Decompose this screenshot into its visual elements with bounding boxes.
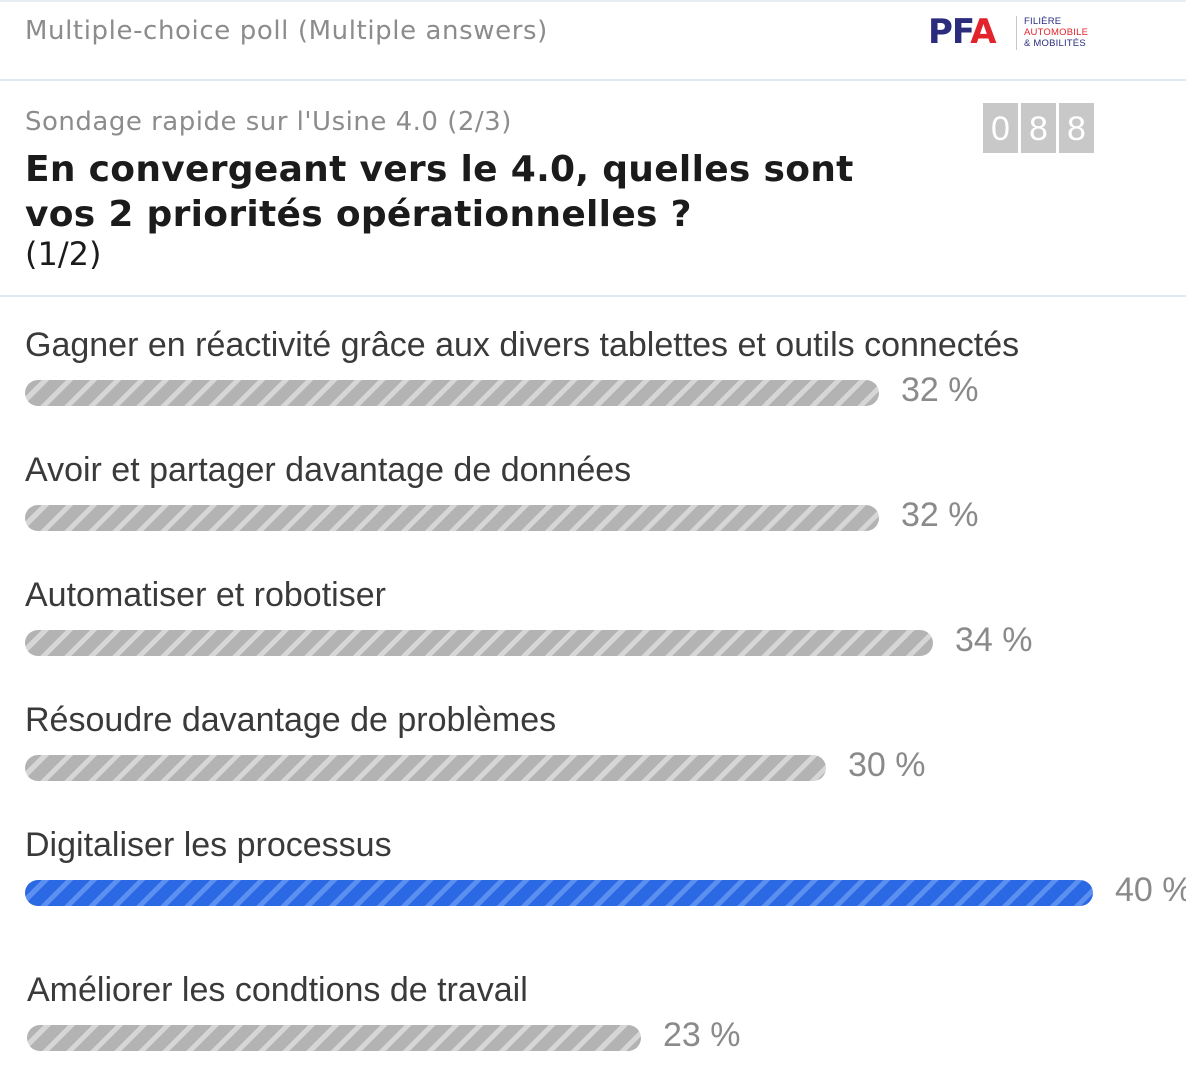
option-percentage: 34 %: [955, 621, 1033, 659]
option-label: Digitaliser les processus: [25, 826, 392, 864]
option-percentage: 40 %: [1115, 871, 1186, 909]
question-part: (1/2): [25, 235, 102, 273]
option-percentage: 32 %: [901, 371, 979, 409]
poll-option: Digitaliser les processus 40 %: [25, 825, 1186, 909]
poll-option: Gagner en réactivité grâce aux divers ta…: [25, 325, 1020, 409]
option-percentage: 23 %: [663, 1016, 741, 1054]
logo-text: FILIÈRE AUTOMOBILE & MOBILITÉS: [1024, 16, 1089, 49]
option-label: Automatiser et robotiser: [25, 576, 386, 614]
poll-question: En convergeant vers le 4.0, quelles sont…: [25, 149, 854, 235]
poll-option: Résoudre davantage de problèmes 30 %: [25, 700, 926, 784]
option-percentage: 30 %: [848, 746, 926, 784]
option-bar: [25, 880, 1093, 906]
counter-digit: 8: [1059, 103, 1094, 153]
poll-header-bar: Multiple-choice poll (Multiple answers) …: [0, 0, 1186, 81]
logo-mark: PFA: [928, 12, 997, 52]
option-label: Résoudre davantage de problèmes: [25, 701, 557, 739]
poll-option: Automatiser et robotiser 34 %: [25, 575, 1033, 659]
option-bar: [25, 380, 879, 406]
question-header: Sondage rapide sur l'Usine 4.0 (2/3) En …: [0, 81, 1186, 297]
poll-type-label: Multiple-choice poll (Multiple answers): [25, 16, 548, 46]
option-percentage: 32 %: [901, 496, 979, 534]
option-bar: [27, 1025, 641, 1051]
option-label: Gagner en réactivité grâce aux divers ta…: [25, 326, 1020, 364]
poll-option: Améliorer les condtions de travail 23 %: [27, 970, 741, 1054]
response-counter: 0 8 8: [983, 103, 1094, 153]
option-label: Avoir et partager davantage de données: [25, 451, 632, 489]
logo-divider: [1016, 16, 1017, 50]
poll-option: Avoir et partager davantage de données 3…: [25, 450, 979, 534]
counter-digit: 8: [1021, 103, 1056, 153]
option-bar: [25, 505, 879, 531]
option-label: Améliorer les condtions de travail: [27, 971, 528, 1009]
poll-subtitle: Sondage rapide sur l'Usine 4.0 (2/3): [25, 107, 512, 137]
counter-digit: 0: [983, 103, 1018, 153]
option-bar: [25, 755, 826, 781]
option-bar: [25, 630, 933, 656]
pfa-logo: PFA FILIÈRE AUTOMOBILE & MOBILITÉS: [928, 10, 1088, 54]
